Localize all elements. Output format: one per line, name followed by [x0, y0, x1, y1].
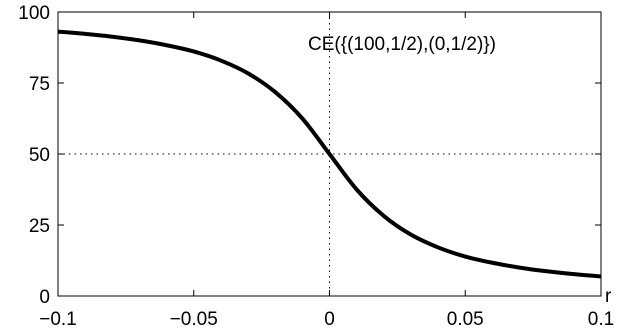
y-tick-label: 0: [39, 287, 50, 308]
reference-lines: [58, 12, 601, 296]
y-tick-label: 100: [18, 3, 50, 24]
x-tick-label: −0.05: [170, 309, 218, 330]
x-tick-label: −0.1: [39, 309, 77, 330]
x-tick-label: 0: [324, 309, 335, 330]
y-tick-label: 50: [29, 145, 50, 166]
y-tick-label: 25: [29, 216, 50, 237]
series-line: [57, 29, 602, 279]
ticks: −0.1 −0.05 0 0.05 0.1 0 25 50 75 100: [18, 3, 614, 330]
annotation-label: CE({(100,1/2),(0,1/2)}): [308, 34, 496, 55]
series-layer: [57, 29, 602, 279]
x-axis-label: r: [605, 286, 612, 307]
x-tick-label: 0.1: [588, 309, 614, 330]
x-tick-label: 0.05: [447, 309, 484, 330]
y-tick-label: 75: [29, 74, 50, 95]
